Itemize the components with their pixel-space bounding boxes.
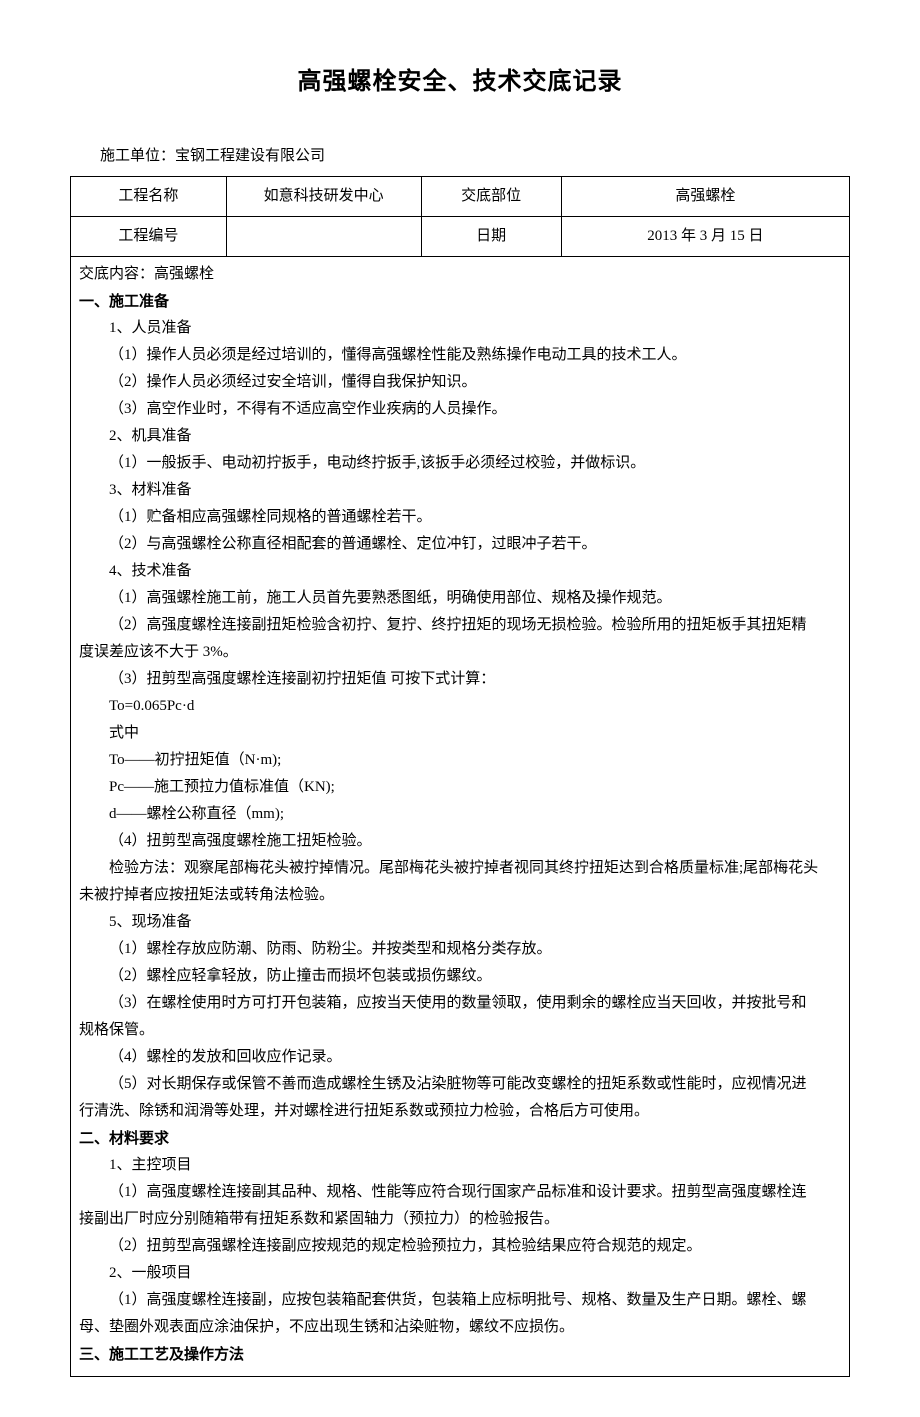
s1-5-3b: 规格保管。 <box>79 1017 841 1044</box>
header-cell-date-value: 2013 年 3 月 15 日 <box>561 217 849 257</box>
s2-1-1a: （1）高强度螺栓连接副其品种、规格、性能等应符合现行国家产品标准和设计要求。扭剪… <box>79 1179 841 1206</box>
s1-5-1: （1）螺栓存放应防潮、防雨、防粉尘。并按类型和规格分类存放。 <box>79 936 841 963</box>
s1-4-2b: 度误差应该不大于 3%。 <box>79 639 841 666</box>
header-cell-location-label: 交底部位 <box>421 177 561 217</box>
section-1-title: 一、施工准备 <box>79 288 841 315</box>
formula-to: To——初拧扭矩值（N·m); <box>79 747 841 774</box>
s1-3-1: （1）贮备相应高强螺栓同规格的普通螺栓若干。 <box>79 504 841 531</box>
header-cell-project-no-value <box>226 217 421 257</box>
s2-1-1b: 接副出厂时应分别随箱带有扭矩系数和紧固轴力（预拉力）的检验报告。 <box>79 1206 841 1233</box>
s2-2: 2、一般项目 <box>79 1260 841 1287</box>
s1-3-2: （2）与高强螺栓公称直径相配套的普通螺栓、定位冲钉，过眼冲子若干。 <box>79 531 841 558</box>
s1-4-1: （1）高强螺栓施工前，施工人员首先要熟悉图纸，明确使用部位、规格及操作规范。 <box>79 585 841 612</box>
formula: To=0.065Pc·d <box>79 693 841 720</box>
s1-4-3: （3）扭剪型高强度螺栓连接副初拧扭矩值 可按下式计算： <box>79 666 841 693</box>
s1-5: 5、现场准备 <box>79 909 841 936</box>
s1-4-4: （4）扭剪型高强度螺栓施工扭矩检验。 <box>79 828 841 855</box>
formula-pc: Pc——施工预拉力值标准值（KN); <box>79 774 841 801</box>
s1-4-2a: （2）高强度螺栓连接副扭矩检验含初拧、复拧、终拧扭矩的现场无损检验。检验所用的扭… <box>79 612 841 639</box>
s1-5-4: （4）螺栓的发放和回收应作记录。 <box>79 1044 841 1071</box>
s2-1-2: （2）扭剪型高强螺栓连接副应按规范的规定检验预拉力，其检验结果应符合规范的规定。 <box>79 1233 841 1260</box>
s1-1-2: （2）操作人员必须经过安全培训，懂得自我保护知识。 <box>79 369 841 396</box>
content-body: 交底内容：高强螺栓 一、施工准备 1、人员准备 （1）操作人员必须是经过培训的，… <box>70 257 850 1377</box>
s1-5-2: （2）螺栓应轻拿轻放，防止撞击而损坏包装或损伤螺纹。 <box>79 963 841 990</box>
content-header-line: 交底内容：高强螺栓 <box>79 261 841 288</box>
s1-2: 2、机具准备 <box>79 423 841 450</box>
header-cell-project-name-value: 如意科技研发中心 <box>226 177 421 217</box>
s1-4-4-desc-b: 未被拧掉者应按扭矩法或转角法检验。 <box>79 882 841 909</box>
s1-1: 1、人员准备 <box>79 315 841 342</box>
formula-label: 式中 <box>79 720 841 747</box>
s2-2-1a: （1）高强度螺栓连接副，应按包装箱配套供货，包装箱上应标明批号、规格、数量及生产… <box>79 1287 841 1314</box>
s1-2-1: （1）一般扳手、电动初拧扳手，电动终拧扳手,该扳手必须经过校验，并做标识。 <box>79 450 841 477</box>
s1-5-5b: 行清洗、除锈和润滑等处理，并对螺栓进行扭矩系数或预拉力检验，合格后方可使用。 <box>79 1098 841 1125</box>
formula-d: d――螺栓公称直径（mm); <box>79 801 841 828</box>
s1-5-3a: （3）在螺栓使用时方可打开包装箱，应按当天使用的数量领取，使用剩余的螺栓应当天回… <box>79 990 841 1017</box>
s1-4-4-desc-a: 检验方法：观察尾部梅花头被拧掉情况。尾部梅花头被拧掉者视同其终拧扭矩达到合格质量… <box>79 855 841 882</box>
header-cell-location-value: 高强螺栓 <box>561 177 849 217</box>
s1-4: 4、技术准备 <box>79 558 841 585</box>
company-value: 宝钢工程建设有限公司 <box>175 148 325 164</box>
header-cell-project-no-label: 工程编号 <box>71 217 227 257</box>
header-row-1: 工程名称 如意科技研发中心 交底部位 高强螺栓 <box>71 177 850 217</box>
section-2-title: 二、材料要求 <box>79 1125 841 1152</box>
company-label: 施工单位： <box>100 148 175 164</box>
s1-5-5a: （5）对长期保存或保管不善而造成螺栓生锈及沾染脏物等可能改变螺栓的扭矩系数或性能… <box>79 1071 841 1098</box>
s1-1-3: （3）高空作业时，不得有不适应高空作业疾病的人员操作。 <box>79 396 841 423</box>
section-3-title: 三、施工工艺及操作方法 <box>79 1341 841 1368</box>
s1-3: 3、材料准备 <box>79 477 841 504</box>
header-cell-date-label: 日期 <box>421 217 561 257</box>
header-row-2: 工程编号 日期 2013 年 3 月 15 日 <box>71 217 850 257</box>
header-cell-project-name-label: 工程名称 <box>71 177 227 217</box>
document-title: 高强螺栓安全、技术交底记录 <box>70 60 850 103</box>
header-table: 工程名称 如意科技研发中心 交底部位 高强螺栓 工程编号 日期 2013 年 3… <box>70 176 850 257</box>
s2-1: 1、主控项目 <box>79 1152 841 1179</box>
s1-1-1: （1）操作人员必须是经过培训的，懂得高强螺栓性能及熟练操作电动工具的技术工人。 <box>79 342 841 369</box>
company-line: 施工单位：宝钢工程建设有限公司 <box>70 143 850 170</box>
s2-2-1b: 母、垫圈外观表面应涂油保护，不应出现生锈和沾染赃物，螺纹不应损伤。 <box>79 1314 841 1341</box>
